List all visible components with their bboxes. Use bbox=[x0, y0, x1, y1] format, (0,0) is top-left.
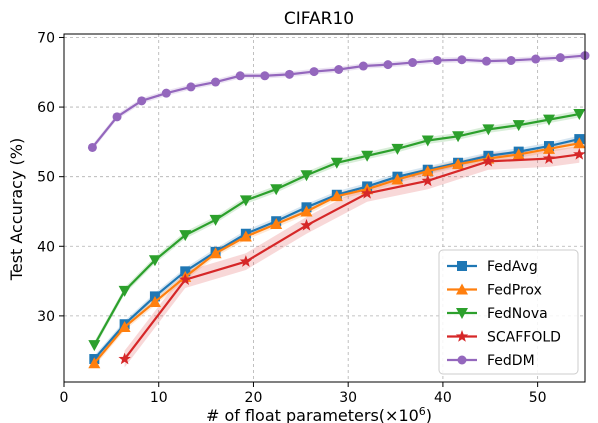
fednova-point bbox=[573, 109, 586, 121]
feddm-point bbox=[235, 71, 245, 81]
fedprox-point bbox=[148, 295, 161, 307]
feddm-point bbox=[112, 112, 122, 122]
fednova-point bbox=[270, 184, 283, 196]
fednova-point bbox=[330, 157, 343, 169]
feddm-point bbox=[383, 60, 393, 70]
fednova-point bbox=[421, 135, 434, 147]
x-tick-label: 10 bbox=[150, 390, 168, 406]
y-tick-label: 50 bbox=[37, 170, 55, 186]
fednova-point bbox=[512, 120, 525, 132]
fedprox-point bbox=[421, 165, 434, 177]
scaffold-legend-label: SCAFFOLD bbox=[487, 330, 561, 346]
y-tick-label: 40 bbox=[37, 239, 55, 255]
x-axis-label-exponent: 6 bbox=[419, 405, 426, 418]
series-lines bbox=[87, 51, 590, 369]
fedprox-point bbox=[512, 148, 525, 160]
legend-box bbox=[438, 249, 579, 375]
fedprox-point bbox=[543, 142, 556, 154]
scaffold-legend-marker bbox=[455, 330, 469, 342]
fedprox-point bbox=[239, 230, 252, 242]
y-tick-label: 60 bbox=[37, 100, 55, 116]
fedprox-legend-marker bbox=[456, 283, 468, 295]
feddm-point bbox=[555, 53, 565, 63]
fedprox-point bbox=[270, 218, 283, 230]
fedprox-point bbox=[88, 357, 101, 369]
feddm-point bbox=[531, 54, 541, 64]
feddm-point bbox=[309, 67, 319, 77]
fednova-point bbox=[179, 230, 192, 242]
x-tick-label: 30 bbox=[339, 390, 357, 406]
feddm-point bbox=[260, 71, 270, 81]
y-tick-label: 70 bbox=[37, 30, 55, 46]
feddm-point bbox=[358, 61, 368, 71]
feddm-point bbox=[161, 88, 171, 98]
scaffold-point bbox=[421, 174, 434, 187]
fednova-series bbox=[88, 109, 586, 352]
axis-ticks: 0 10 20 30 40 50 30 40 50 60 70 bbox=[37, 30, 546, 406]
feddm-point bbox=[211, 77, 221, 87]
feddm-point bbox=[284, 69, 294, 79]
confidence-bands bbox=[92, 52, 585, 368]
x-axis-label-close: ) bbox=[426, 406, 432, 423]
fednova-point bbox=[88, 340, 101, 352]
fedprox-point bbox=[209, 247, 222, 259]
scaffold-point bbox=[573, 147, 586, 160]
fednova-point bbox=[300, 170, 313, 182]
fedprox-point bbox=[573, 137, 586, 149]
fedprox-point bbox=[300, 205, 313, 217]
scaffold-series bbox=[118, 147, 586, 365]
feddm-point bbox=[408, 58, 418, 68]
fednova-point bbox=[148, 255, 161, 267]
x-axis-label-main: # of float parameters(×10 bbox=[206, 406, 419, 423]
x-tick-label: 40 bbox=[434, 390, 452, 406]
fednova-point bbox=[391, 143, 404, 155]
feddm-legend-label: FedDM bbox=[487, 353, 535, 369]
y-axis-label: Test Accuracy (%) bbox=[7, 138, 26, 281]
y-tick-label: 30 bbox=[37, 309, 55, 325]
fednova-point bbox=[209, 214, 222, 226]
fedprox-point bbox=[330, 190, 343, 202]
feddm-point bbox=[334, 64, 344, 74]
scaffold-point bbox=[179, 273, 192, 285]
feddm-point bbox=[186, 82, 196, 92]
fednova-point bbox=[118, 285, 131, 297]
fedprox-point bbox=[391, 173, 404, 185]
fedavg-legend-marker bbox=[457, 261, 467, 271]
scaffold-point bbox=[360, 186, 374, 199]
legend: FedAvg FedProx FedNova SCAFFOLD FedDM bbox=[438, 249, 579, 375]
feddm-legend-marker bbox=[457, 355, 467, 365]
feddm-point bbox=[481, 56, 491, 66]
feddm-point bbox=[87, 142, 97, 152]
feddm-point bbox=[457, 55, 467, 65]
fednova-point bbox=[482, 124, 495, 136]
scaffold-point bbox=[542, 152, 556, 164]
feddm-point bbox=[137, 96, 147, 106]
fednova-point bbox=[452, 131, 465, 143]
feddm-point bbox=[506, 55, 516, 65]
fednova-legend-label: FedNova bbox=[487, 306, 548, 322]
fedavg-legend-label: FedAvg bbox=[487, 259, 538, 275]
fednova-legend-marker bbox=[456, 308, 468, 319]
fedprox-legend-label: FedProx bbox=[487, 283, 542, 299]
fednova-point bbox=[361, 150, 374, 162]
chart-title: CIFAR10 bbox=[284, 9, 354, 29]
feddm-series bbox=[87, 51, 590, 152]
fednova-point bbox=[239, 195, 252, 207]
plot-frame bbox=[63, 33, 586, 383]
x-tick-label: 50 bbox=[529, 390, 547, 406]
x-tick-label: 20 bbox=[245, 390, 263, 406]
scaffold-point bbox=[239, 255, 253, 267]
x-axis-label: # of float parameters(×106) bbox=[206, 405, 432, 423]
scaffold-point bbox=[118, 352, 131, 365]
feddm-point bbox=[432, 55, 442, 65]
fednova-band bbox=[94, 110, 580, 349]
fedprox-point bbox=[118, 321, 131, 333]
fedprox-point bbox=[452, 158, 465, 170]
x-tick-label: 0 bbox=[60, 390, 69, 406]
scaffold-point bbox=[300, 218, 313, 231]
scaffold-point bbox=[482, 154, 495, 167]
fednova-point bbox=[543, 114, 556, 126]
